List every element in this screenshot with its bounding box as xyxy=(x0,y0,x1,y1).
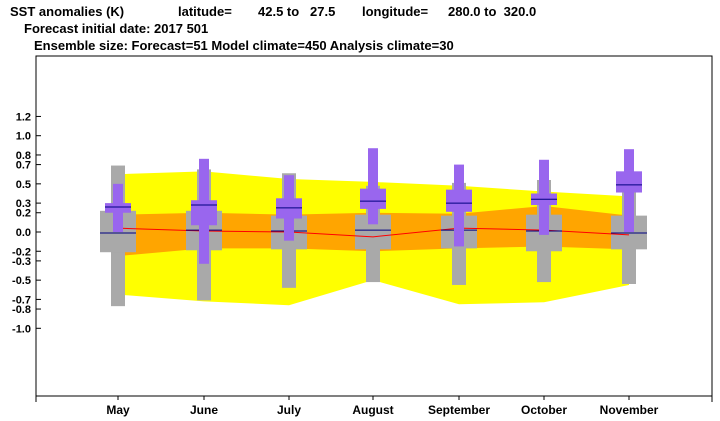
x-tick-label-august: August xyxy=(352,403,393,417)
y-tick-label: 0.2 xyxy=(16,208,31,220)
y-tick-label: 0.8 xyxy=(16,150,31,162)
y-tick-label: -0.7 xyxy=(12,294,31,306)
forecast-box xyxy=(616,171,642,193)
ensemble-size: Ensemble size: Forecast=51 Model climate… xyxy=(34,38,454,53)
y-tick-label: 0.0 xyxy=(16,227,31,239)
x-tick-label-july: July xyxy=(277,403,301,417)
y-tick-label: 0.7 xyxy=(16,160,31,172)
y-tick-label: -0.8 xyxy=(12,304,31,316)
forecast-box xyxy=(105,203,131,213)
y-tick-label: 0.3 xyxy=(16,198,31,210)
y-tick-label: -0.3 xyxy=(12,256,31,268)
plot-frame xyxy=(35,55,713,397)
x-tick-label-june: June xyxy=(190,403,218,417)
chart-title: SST anomalies (K) xyxy=(10,4,125,19)
y-tick-label: 0.5 xyxy=(16,179,31,191)
forecast-box xyxy=(446,189,472,212)
y-tick-label: -0.5 xyxy=(12,275,31,287)
latitude-range: 42.5 to 27.5 xyxy=(258,4,336,19)
y-tick-label: -1.0 xyxy=(12,323,31,335)
chart-header: SST anomalies (K) latitude= 42.5 to 27.5… xyxy=(0,0,720,56)
x-tick-label-september: September xyxy=(428,403,490,417)
latitude-label: latitude= xyxy=(178,4,232,19)
forecast-box xyxy=(360,188,386,209)
longitude-label: longitude= xyxy=(362,4,429,19)
longitude-range: 280.0 to 320.0 xyxy=(448,4,537,19)
forecast-whisker xyxy=(368,148,378,225)
x-tick-label-october: October xyxy=(521,403,567,417)
y-tick-label: -0.2 xyxy=(12,246,31,258)
forecast-box xyxy=(191,200,217,226)
forecast-date: Forecast initial date: 2017 501 xyxy=(24,21,209,36)
x-tick-label-november: November xyxy=(600,403,659,417)
x-tick-label-may: May xyxy=(106,403,130,417)
y-tick-label: 1.0 xyxy=(16,131,31,143)
y-tick-label: 1.2 xyxy=(16,111,31,123)
